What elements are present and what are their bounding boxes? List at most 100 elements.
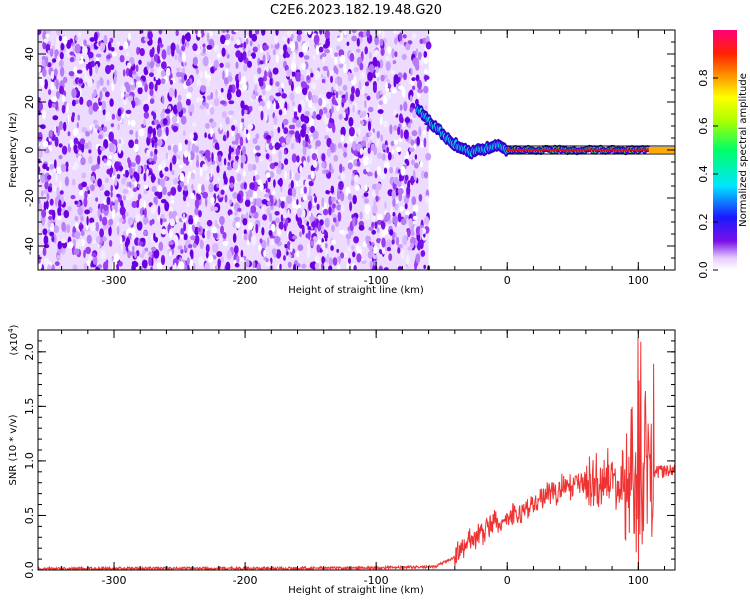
noise-cell [297, 244, 304, 251]
noise-cell [121, 169, 126, 175]
noise-cell [229, 214, 234, 219]
noise-cell [385, 212, 391, 222]
noise-cell [271, 248, 278, 256]
noise-cell [76, 132, 82, 139]
noise-cell [344, 30, 347, 36]
noise-cell [225, 49, 228, 57]
noise-cell [380, 134, 384, 142]
noise-cell [259, 183, 264, 191]
noise-cell [419, 38, 424, 44]
noise-cell [307, 91, 312, 101]
noise-cell [71, 88, 77, 99]
noise-cell [135, 64, 139, 72]
noise-cell [391, 48, 395, 59]
noise-cell [289, 169, 292, 180]
noise-cell [364, 100, 367, 108]
noise-cell [85, 131, 90, 137]
colorbar-tick-label: 0.4 [697, 165, 710, 183]
noise-cell [419, 160, 424, 168]
noise-cell [168, 87, 175, 98]
noise-cell [412, 109, 417, 119]
noise-cell [348, 117, 354, 127]
noise-cell [58, 35, 63, 42]
noise-cell [118, 145, 122, 154]
noise-cell [407, 246, 413, 251]
noise-cell [354, 184, 360, 191]
noise-cell [249, 182, 256, 191]
noise-cell [314, 70, 321, 81]
noise-cell [295, 86, 301, 94]
noise-cell [48, 89, 52, 96]
snr-x-label: Height of straight line (km) [288, 585, 424, 596]
noise-cell [130, 119, 136, 127]
noise-cell [347, 162, 353, 170]
noise-cell [45, 208, 51, 218]
noise-cell [176, 71, 182, 78]
noise-cell [213, 206, 218, 211]
noise-cell [423, 50, 428, 58]
noise-cell [349, 61, 355, 70]
noise-cell [116, 225, 120, 236]
noise-cell [372, 83, 377, 94]
noise-cell [283, 127, 289, 135]
noise-cell [324, 30, 330, 39]
noise-cell [196, 154, 199, 162]
noise-cell [393, 176, 399, 185]
noise-cell [56, 166, 62, 175]
noise-cell [117, 123, 120, 131]
noise-cell [272, 67, 279, 75]
noise-cell [420, 140, 424, 149]
noise-cell [340, 173, 346, 181]
noise-cell [50, 222, 55, 229]
noise-cell [158, 30, 163, 35]
noise-cell [149, 89, 154, 96]
noise-cell [180, 227, 185, 237]
noise-cell [205, 122, 210, 129]
noise-cell [254, 170, 258, 176]
noise-cell [205, 102, 209, 110]
noise-cell [103, 139, 109, 149]
noise-cell [222, 134, 227, 142]
noise-cell [255, 145, 261, 151]
noise-cell [205, 251, 209, 259]
noise-cell [213, 59, 219, 69]
noise-cell [424, 73, 428, 82]
noise-cell [269, 80, 273, 86]
noise-cell [219, 122, 223, 131]
noise-cell [352, 251, 356, 258]
noise-cell [361, 260, 367, 265]
noise-cell [211, 226, 217, 234]
noise-cell [150, 204, 156, 215]
noise-cell [197, 97, 204, 102]
noise-cell [183, 233, 188, 241]
noise-cell [38, 101, 44, 111]
noise-cell [238, 71, 242, 82]
noise-cell [80, 229, 85, 237]
noise-cell [81, 181, 87, 188]
noise-cell [38, 254, 41, 265]
noise-cell [307, 243, 311, 250]
noise-cell [108, 142, 115, 153]
noise-cell [417, 51, 422, 61]
noise-cell [275, 100, 279, 106]
noise-cell [143, 118, 146, 127]
noise-cell [135, 76, 141, 81]
noise-cell [276, 167, 282, 175]
noise-cell [262, 214, 268, 221]
noise-cell [59, 52, 64, 60]
noise-cell [216, 251, 223, 258]
noise-cell [81, 172, 87, 179]
noise-cell [199, 70, 203, 79]
noise-cell [162, 218, 167, 223]
noise-cell [110, 184, 113, 192]
noise-cell [146, 61, 150, 71]
noise-cell [48, 160, 55, 165]
noise-cell [63, 210, 70, 219]
noise-cell [372, 253, 378, 260]
noise-cell [222, 70, 225, 80]
noise-cell [178, 164, 184, 169]
noise-cell [289, 41, 296, 52]
noise-cell [58, 59, 64, 68]
noise-cell [43, 189, 48, 194]
noise-cell [414, 162, 419, 169]
